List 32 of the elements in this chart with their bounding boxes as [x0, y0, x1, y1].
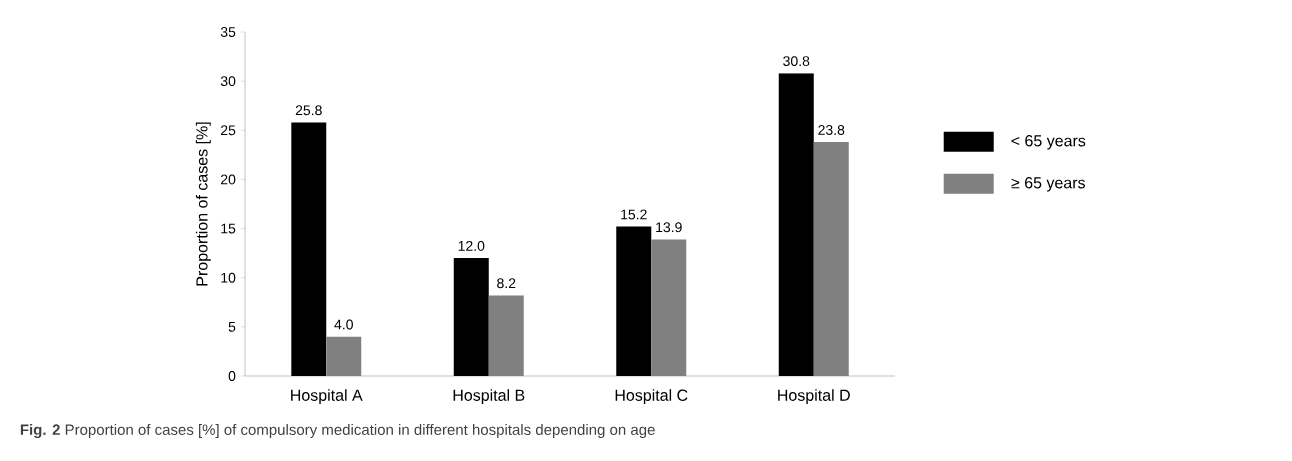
- data-label: 23.8: [818, 124, 845, 135]
- y-tick-label: 15: [221, 223, 236, 234]
- bar: [813, 142, 849, 376]
- data-label: 25.8: [295, 105, 322, 116]
- bar: [778, 73, 814, 376]
- x-tick-label: Hospital B: [453, 389, 525, 405]
- bar: [291, 122, 327, 376]
- bar: [651, 239, 687, 376]
- bar: [616, 226, 652, 376]
- data-label: 30.8: [783, 56, 810, 67]
- data-label: 12.0: [458, 240, 485, 251]
- y-tick-label: 10: [221, 272, 236, 283]
- y-axis-title: Proportion of cases [%]: [195, 122, 211, 286]
- data-label: 4.0: [334, 319, 353, 330]
- x-tick-label: Hospital C: [615, 389, 688, 405]
- bar: [488, 295, 524, 376]
- y-tick-label: 0: [228, 371, 236, 381]
- y-tick-label: 5: [228, 321, 236, 332]
- data-label: 8.2: [497, 278, 516, 289]
- bar: [326, 336, 362, 376]
- data-label: 13.9: [656, 222, 682, 233]
- x-tick-label: Hospital D: [778, 389, 850, 405]
- data-label: 15.2: [621, 209, 647, 220]
- y-tick-label: 25: [221, 125, 236, 136]
- y-tick-label: 20: [221, 174, 236, 185]
- bar: [453, 258, 489, 376]
- text: Fig. 2 Proportion of cases [%] of compulsory medication in different hospitals depending on age: [20, 423, 655, 439]
- legend-label: < 65 years: [1011, 135, 1086, 150]
- x-tick-label: Hospital A: [291, 389, 363, 405]
- y-tick-label: 35: [220, 27, 236, 37]
- y-tick-label: 30: [220, 76, 236, 87]
- legend-label: ≥ 65 years: [1011, 177, 1085, 192]
